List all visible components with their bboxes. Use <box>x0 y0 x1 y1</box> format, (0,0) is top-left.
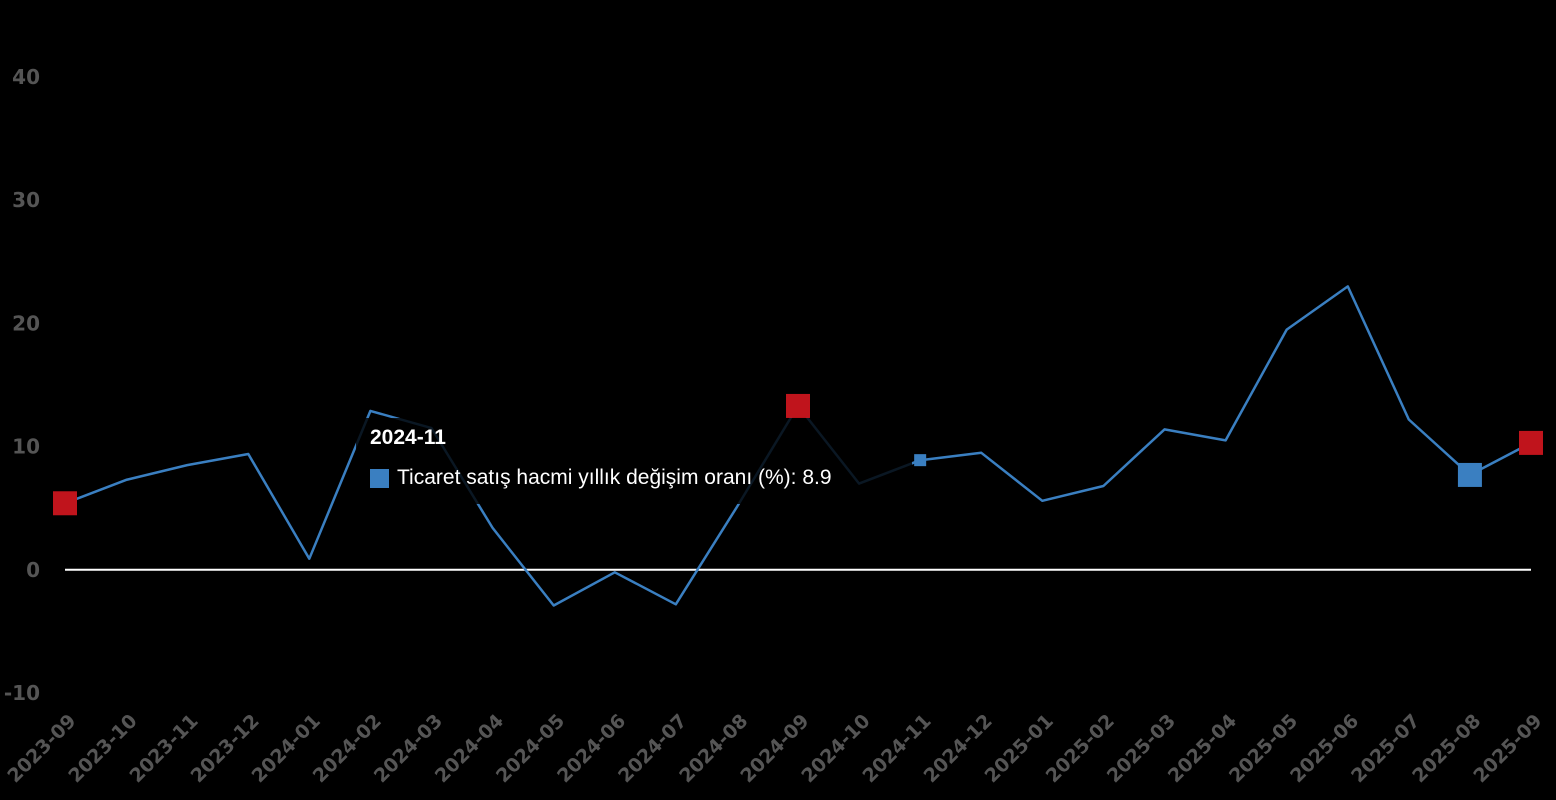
highlight-marker[interactable] <box>786 393 810 418</box>
y-tick-label: 0 <box>26 558 40 582</box>
y-tick-label: 40 <box>12 65 40 89</box>
tooltip-label: Ticaret satış hacmi yıllık değişim oranı… <box>397 466 832 489</box>
highlight-layer <box>53 393 1543 516</box>
chart-tooltip: 2024-11 Ticaret satış hacmi yıllık değiş… <box>356 418 912 504</box>
y-tick-label: 20 <box>12 311 40 335</box>
tooltip-title: 2024-11 <box>370 426 446 449</box>
y-tick-label: 30 <box>12 188 40 212</box>
y-axis: -10 0 10 20 30 40 <box>4 65 40 705</box>
highlight-marker[interactable] <box>53 491 77 516</box>
x-axis: 2023-092023-102023-112023-122024-012024-… <box>3 710 1546 787</box>
y-tick-label: 10 <box>12 435 40 459</box>
highlight-marker[interactable] <box>1519 430 1543 455</box>
tooltip-row: Ticaret satış hacmi yıllık değişim oranı… <box>370 466 898 490</box>
y-tick-label: -10 <box>4 681 40 705</box>
hover-layer <box>914 454 927 467</box>
highlight-marker[interactable] <box>1457 462 1482 487</box>
tooltip-swatch-icon <box>370 468 389 488</box>
hover-marker[interactable] <box>914 454 927 467</box>
